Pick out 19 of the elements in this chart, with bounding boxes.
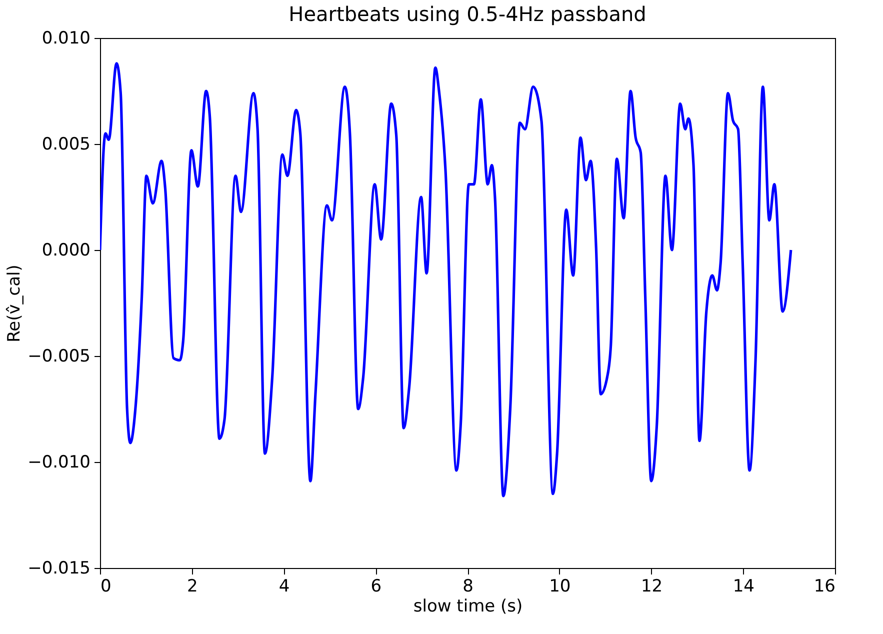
y-tick-label: 0.005 — [42, 134, 90, 154]
x-tick-label: 0 — [100, 576, 112, 596]
y-tick-label: −0.005 — [28, 346, 90, 366]
y-tick-label: 0.000 — [42, 240, 90, 260]
x-tick-label: 8 — [462, 576, 474, 596]
line-series — [100, 62, 792, 498]
x-tick-label: 4 — [278, 576, 290, 596]
y-axis-title: Re(v̂_cal) — [4, 264, 25, 342]
x-tick-label: 16 — [814, 576, 836, 596]
x-tick-label: 12 — [640, 576, 663, 596]
y-tick-label: 0.010 — [42, 28, 90, 48]
y-tick-label: −0.010 — [28, 452, 90, 472]
x-axis-title: slow time (s) — [413, 596, 523, 616]
y-tick-label: −0.015 — [28, 558, 90, 578]
x-tick-label: 10 — [549, 576, 571, 596]
x-tick-label: 2 — [186, 576, 198, 596]
x-tick-label: 6 — [370, 576, 382, 596]
chart-title: Heartbeats using 0.5-4Hz passband — [288, 2, 646, 26]
x-tick-label: 14 — [732, 576, 754, 596]
